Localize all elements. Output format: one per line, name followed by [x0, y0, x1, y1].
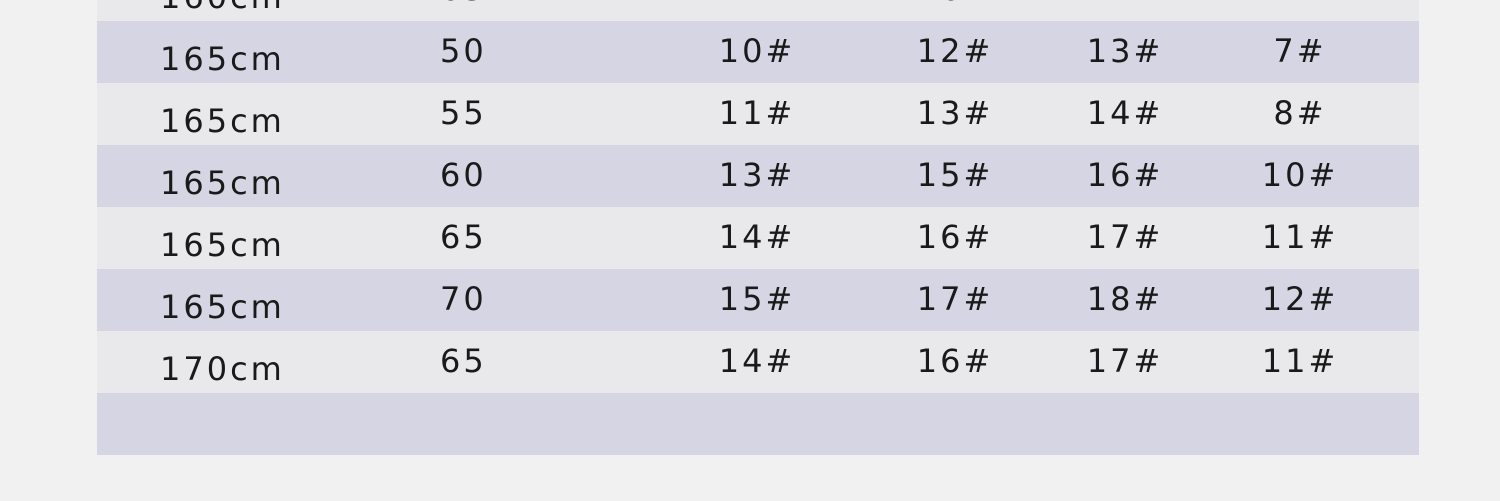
table-cell: 16#: [916, 218, 994, 256]
table-cell: 60: [440, 156, 487, 194]
table-row: 165cm 55 11# 13# 14# 8#: [97, 83, 1419, 145]
table-row: 165cm 65 14# 16# 17# 11#: [97, 207, 1419, 269]
empty-row: [97, 393, 1419, 455]
table-cell: 17#: [916, 280, 994, 318]
table-cell: 12#: [916, 32, 994, 70]
table-cell: 165cm: [160, 102, 285, 140]
table-cell: 10#: [1261, 156, 1339, 194]
table-row: 170cm 65 14# 16# 17# 11#: [97, 331, 1419, 393]
table-cell: 12#: [1261, 280, 1339, 318]
table-cell: 16#: [1086, 156, 1164, 194]
size-table: 160cm6514#16#17#11#165cm5010#12#13#7#165…: [97, 0, 1419, 455]
table-row: 165cm 60 13# 15# 16# 10#: [97, 145, 1419, 207]
table-cell: 170cm: [160, 350, 285, 388]
table-cell: 18#: [1086, 280, 1164, 318]
table-cell: 13#: [1086, 32, 1164, 70]
table-cell: 165cm: [160, 40, 285, 78]
table-cell: 160cm: [160, 0, 285, 28]
table-cell: 165cm: [160, 226, 285, 264]
table-cell: 7#: [1273, 32, 1327, 70]
table-row: 165cm 70 15# 17# 18# 12#: [97, 269, 1419, 331]
table-cell: 65: [440, 218, 487, 256]
table-cell: 65: [440, 342, 487, 380]
table-cell: 11#: [718, 94, 796, 132]
table-cell: 14#: [718, 218, 796, 256]
table-cell: 16#: [916, 342, 994, 380]
table-cell: 14#: [1086, 94, 1164, 132]
table-cell: 15#: [718, 280, 796, 318]
table-cell: 50: [440, 32, 487, 70]
table-row: 160cm6514#16#17#11#: [97, 0, 1419, 21]
table-cell: 165cm: [160, 288, 285, 326]
table-cell: 70: [440, 280, 487, 318]
table-row: 165cm 50 10# 12# 13# 7#: [97, 21, 1419, 83]
table-cell: 165cm: [160, 164, 285, 202]
table-cell: 13#: [718, 156, 796, 194]
table-cell: 17#: [1086, 342, 1164, 380]
table-cell: 16#: [917, 0, 994, 20]
table-cell: 10#: [718, 32, 796, 70]
table-cell: 55: [440, 94, 487, 132]
table-cell: 11#: [1262, 0, 1339, 20]
table-cell: 11#: [1261, 218, 1339, 256]
table-cell: 15#: [916, 156, 994, 194]
table-cell: 11#: [1261, 342, 1339, 380]
table-cell: 14#: [718, 342, 796, 380]
table-cell: 65: [440, 0, 487, 20]
table-cell: 14#: [719, 0, 796, 20]
table-cell: 17#: [1086, 218, 1164, 256]
table-cell: 8#: [1273, 94, 1327, 132]
table-cell: 13#: [916, 94, 994, 132]
table-cell: 17#: [1087, 0, 1164, 20]
